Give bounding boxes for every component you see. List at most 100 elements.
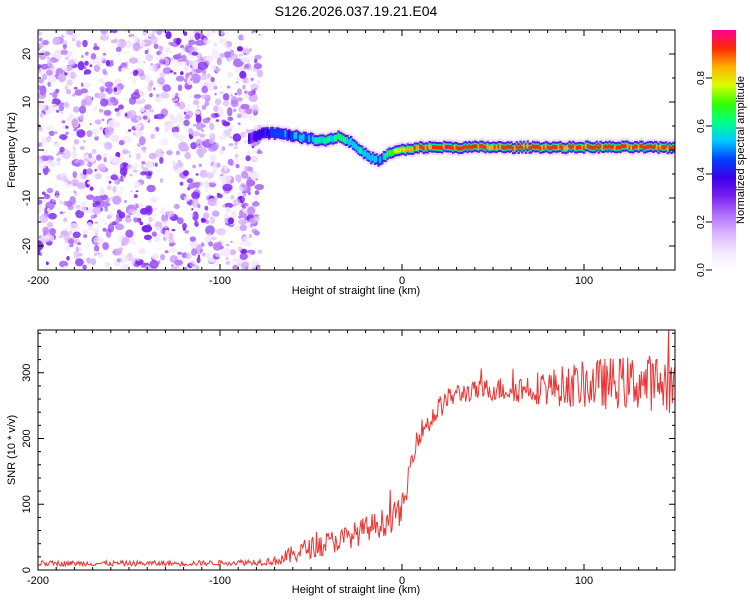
noise-speckle [201,124,206,128]
ridge-cell [333,136,337,141]
noise-speckle [83,66,87,70]
ridge-cell [401,147,404,152]
noise-speckle [140,91,144,94]
noise-speckle [222,192,226,196]
noise-speckle [38,249,41,256]
noise-speckle [155,57,159,60]
noise-speckle [224,166,228,172]
ridge-cell [512,146,515,151]
noise-speckle [125,113,128,117]
noise-speckle [173,60,184,67]
ridge-cell [362,151,366,156]
ridge-cell [373,157,377,162]
noise-speckle [63,211,66,214]
ridge-cell [501,145,504,150]
ridge-cell [561,146,564,151]
ridge-cell [368,154,371,159]
noise-speckle [157,64,161,69]
ridge-cell [535,144,539,149]
ridge-cell [581,145,584,150]
ridge-cell [422,146,426,151]
noise-speckle [38,112,41,117]
noise-speckle [39,85,47,96]
noise-speckle [189,260,196,268]
noise-speckle [257,33,262,37]
ridge-cell [255,134,258,139]
ridge-cell [592,145,595,150]
noise-speckle [254,184,264,191]
noise-speckle [159,178,164,183]
noise-speckle [112,185,117,193]
noise-speckle [38,101,47,111]
noise-speckle [72,144,75,148]
noise-speckle [135,190,139,193]
snr-marks [38,330,675,568]
ridge-cell [650,144,653,149]
ridge-cell [550,146,553,151]
ridge-cell [259,132,262,137]
noise-speckle [210,64,217,71]
ridge-cell [481,144,484,149]
noise-speckle [94,201,101,206]
ridge-cell [304,135,308,140]
noise-speckle [115,41,120,46]
noise-speckle [216,162,221,168]
noise-speckle [138,248,146,255]
noise-speckle [160,228,166,234]
noise-speckle [97,252,104,259]
noise-speckle [171,228,176,232]
noise-speckle [252,215,260,222]
noise-speckle [204,252,211,259]
ridge-cell [388,151,391,155]
noise-speckle [119,186,125,191]
ridge-cell [282,132,286,137]
noise-speckle [106,86,113,95]
noise-speckle [203,80,212,87]
noise-speckle [64,246,71,252]
noise-speckle [66,255,70,261]
noise-speckle [226,85,231,89]
noise-speckle [141,146,147,151]
noise-speckle [214,93,217,96]
noise-speckle [73,106,80,113]
noise-speckle [219,91,224,95]
ridge-cell [395,148,399,153]
noise-speckle [238,218,247,226]
ridge-cell [610,145,613,150]
ridge-cell [455,145,459,150]
noise-speckle [196,257,201,264]
noise-speckle [186,178,193,184]
noise-speckle [160,206,166,214]
noise-speckle [172,131,179,139]
ridge-cell [488,145,491,150]
ridge-cell [606,145,610,150]
noise-speckle [235,66,240,73]
noise-speckle [187,102,192,108]
noise-speckle [150,35,155,40]
ridge-cell [382,154,386,159]
ridge-cell [453,145,457,150]
noise-speckle [171,160,177,165]
noise-speckle [243,52,247,55]
noise-speckle [162,67,172,75]
noise-speckle [119,166,128,176]
ridge-cell [617,145,621,150]
noise-speckle [227,57,233,62]
noise-speckle [141,161,146,165]
noise-speckle [125,229,134,238]
noise-speckle [225,206,231,213]
noise-speckle [247,90,255,97]
ridge-cell [306,137,309,141]
noise-speckle [197,143,201,146]
noise-speckle [238,100,242,103]
noise-speckle [207,143,218,152]
noise-speckle [60,111,64,114]
colorbar: 0.0 0.2 0.4 0.6 0.8 Normalized spectral ampl… [696,30,747,277]
noise-speckle [190,73,201,84]
noise-speckle [97,61,102,68]
ridge-cell [337,134,340,138]
noise-speckle [84,60,89,66]
noise-speckle [61,120,66,124]
noise-speckle [171,126,180,134]
noise-speckle [77,60,85,71]
